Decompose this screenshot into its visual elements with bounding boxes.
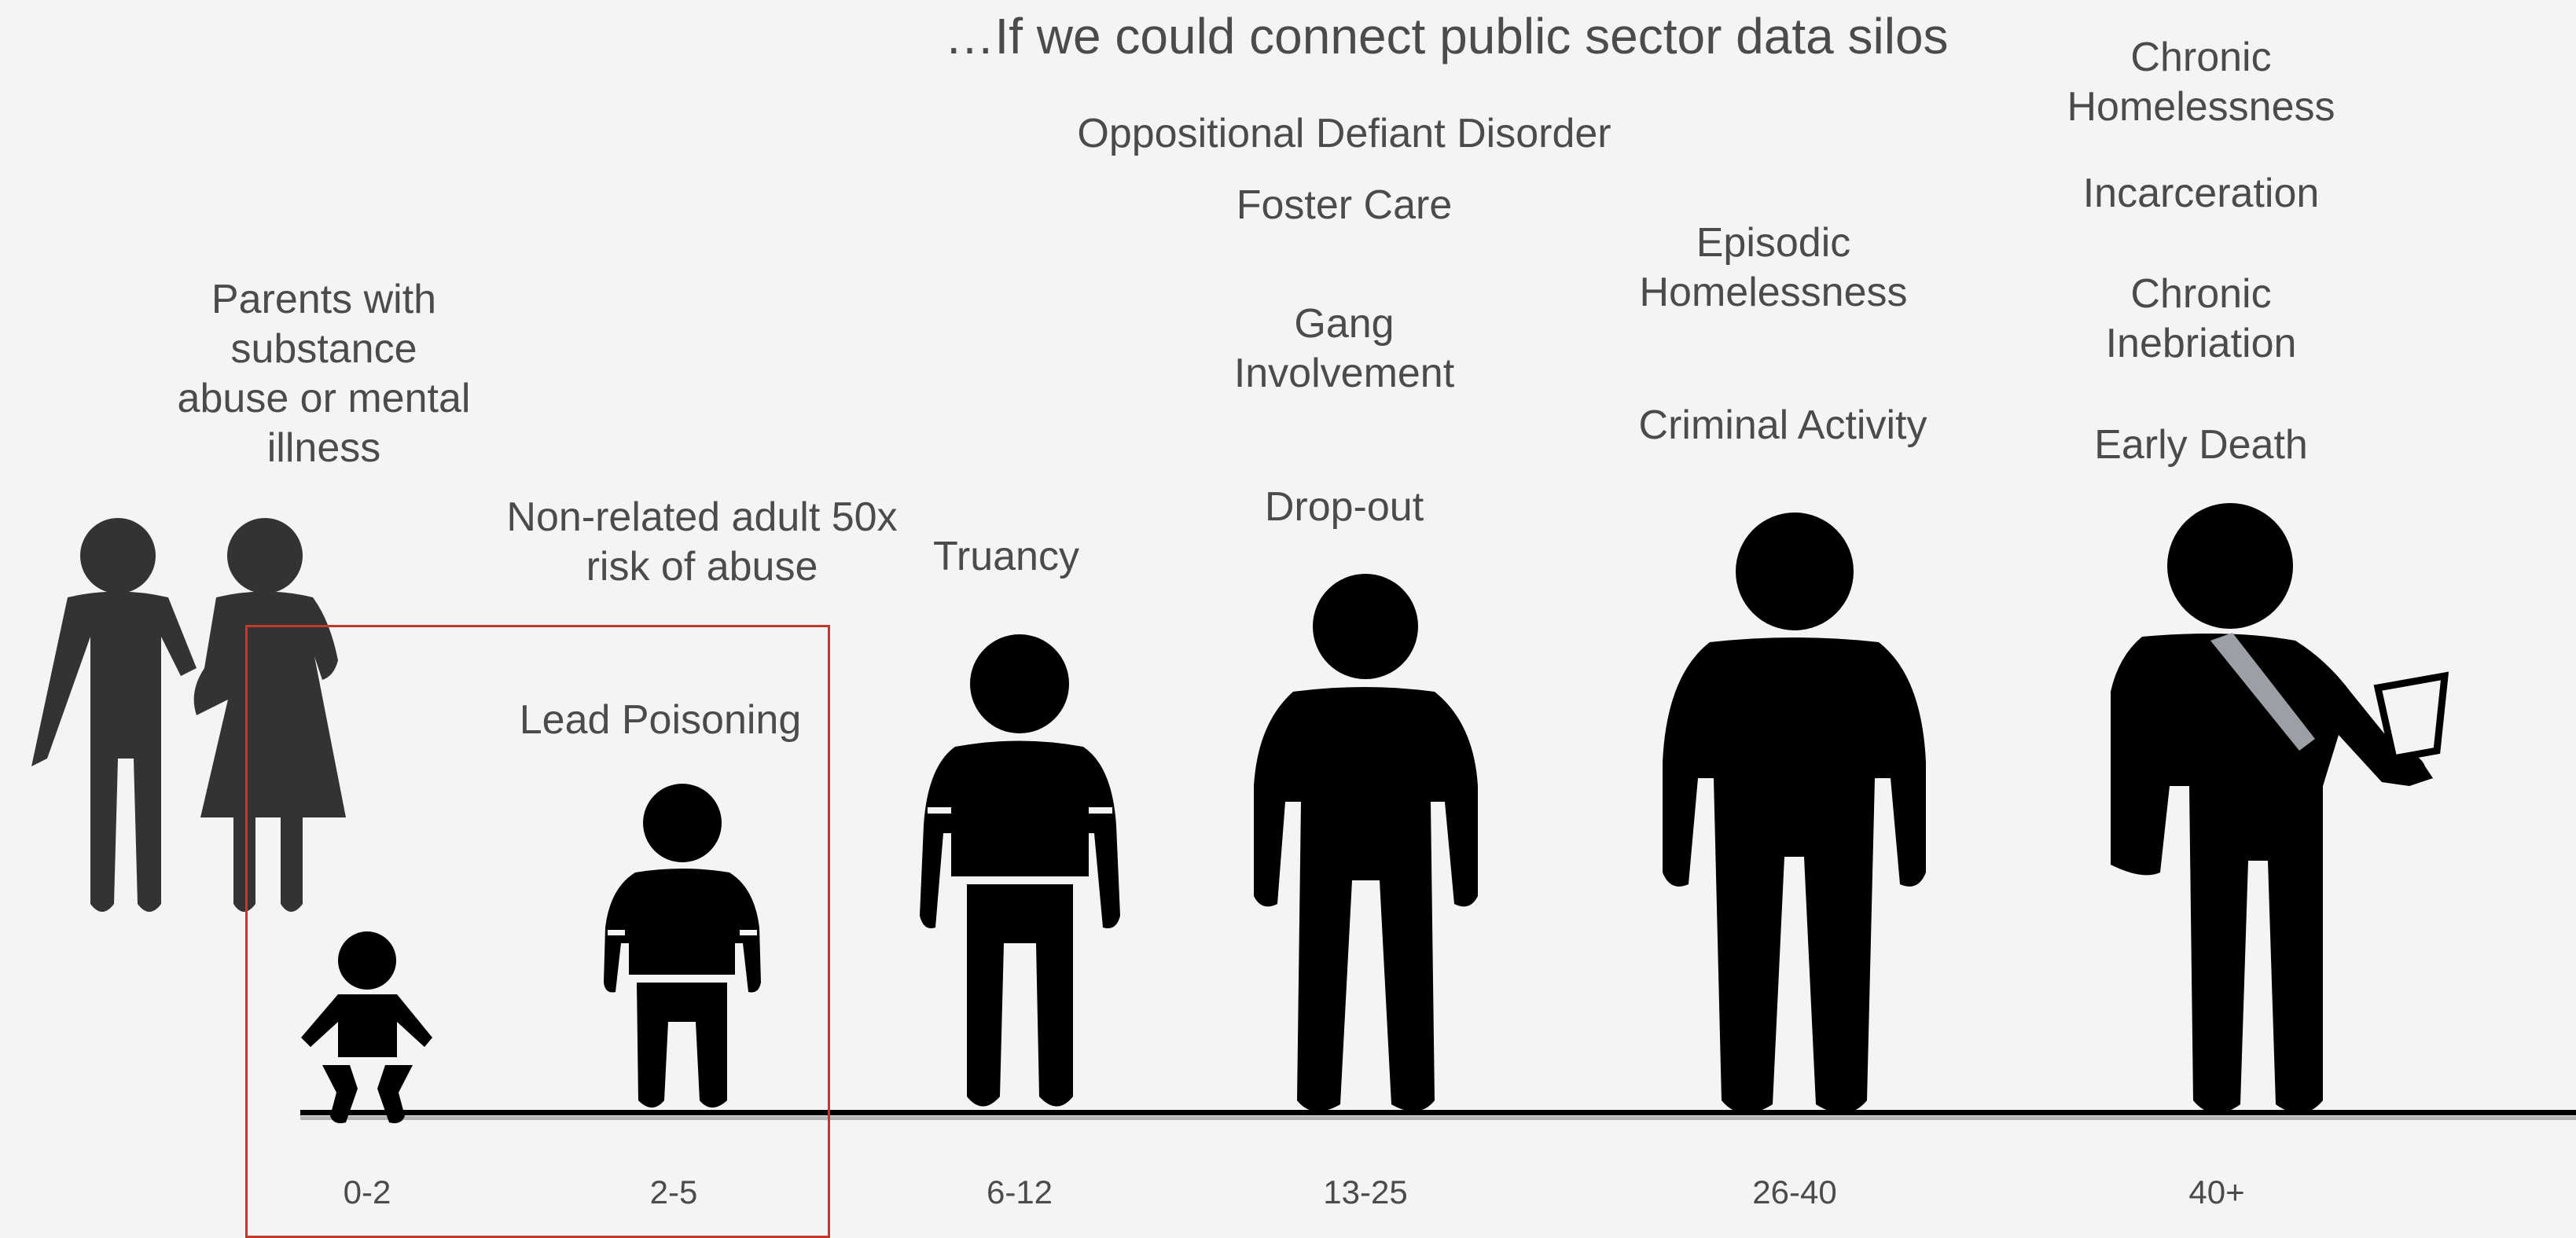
age-label: 40+	[2188, 1174, 2245, 1210]
ground-line	[300, 1110, 2576, 1120]
label-drop-out: Drop-out	[1264, 484, 1424, 530]
label-non-related-adult: Non-related adult 50x risk of abuse	[506, 494, 898, 590]
label-chronic-homelessness: Chronic Homelessness	[2067, 35, 2335, 130]
baby-icon	[301, 931, 432, 1123]
label-episodic-homelessness: Episodic Homelessness	[1639, 220, 1908, 315]
age-label: 13-25	[1323, 1174, 1408, 1210]
label-truancy: Truancy	[933, 534, 1079, 579]
parents-icon	[31, 518, 346, 912]
label-oppositional-defiant-disorder: Oppositional Defiant Disorder	[1077, 111, 1611, 156]
page-title: …If we could connect public sector data …	[944, 8, 1949, 64]
age-label: 6-12	[986, 1174, 1053, 1210]
label-parents: Parents with substance abuse or mental i…	[177, 277, 471, 471]
label-lead-poisoning: Lead Poisoning	[519, 697, 802, 743]
toddler-icon	[604, 784, 761, 1108]
label-incarceration: Incarceration	[2082, 171, 2320, 216]
label-gang-involvement: Gang Involvement	[1233, 301, 1455, 396]
label-criminal-activity: Criminal Activity	[1638, 402, 1927, 448]
label-foster-care: Foster Care	[1236, 182, 1453, 228]
age-label: 26-40	[1752, 1174, 1837, 1210]
adult-icon	[1663, 512, 1926, 1114]
age-label: 0-2	[343, 1174, 391, 1210]
highlight-box-early-years	[245, 625, 830, 1238]
label-chronic-inebriation: Chronic Inebriation	[2105, 271, 2297, 366]
label-early-death: Early Death	[2094, 422, 2308, 468]
child-icon	[920, 634, 1120, 1107]
teen-icon	[1254, 574, 1478, 1111]
age-label: 2-5	[649, 1174, 698, 1210]
older-adult-with-cup-icon	[2111, 503, 2449, 1114]
